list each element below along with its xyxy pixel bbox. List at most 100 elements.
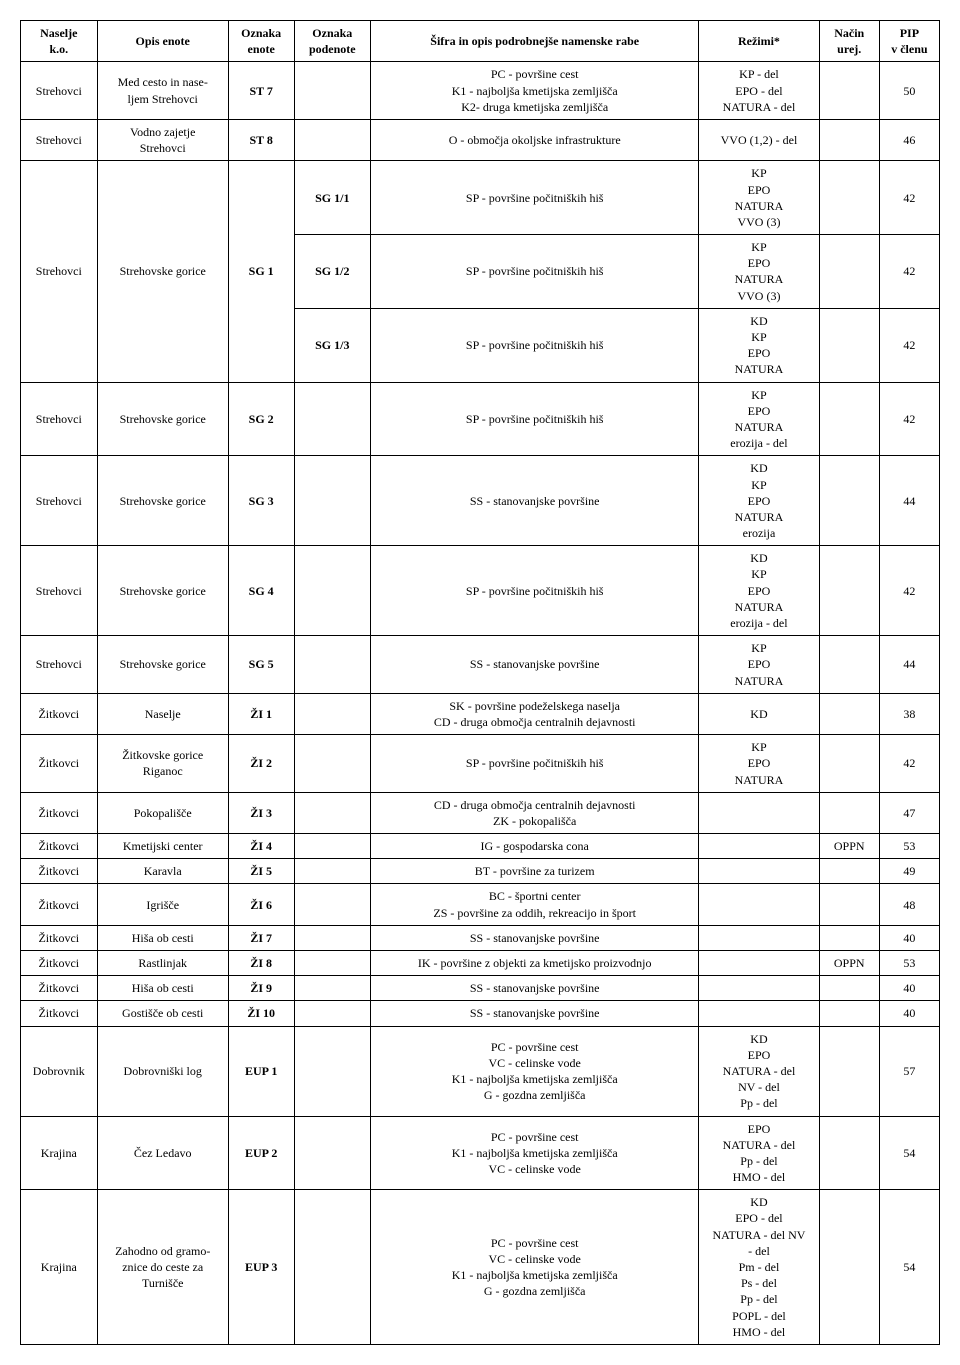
cell-rezimi: KD EPO NATURA - del NV - del Pp - del xyxy=(699,1026,819,1116)
cell-podenota xyxy=(294,735,371,793)
cell-rezimi: KD xyxy=(699,693,819,734)
cell-oznaka: EUP 1 xyxy=(228,1026,294,1116)
cell-rezimi: KD EPO - del NATURA - del NV - del Pm - … xyxy=(699,1190,819,1345)
cell-nacin xyxy=(819,976,879,1001)
table-row: ŽitkovciNaseljeŽI 1SK - površine podežel… xyxy=(21,693,940,734)
cell-oznaka: SG 1 xyxy=(228,161,294,382)
cell-opis: Strehovske gorice xyxy=(97,161,228,382)
cell-naselje: Žitkovci xyxy=(21,693,98,734)
cell-pip: 42 xyxy=(879,546,939,636)
cell-oznaka: ST 8 xyxy=(228,119,294,160)
cell-opis: Čez Ledavo xyxy=(97,1116,228,1190)
cell-podenota xyxy=(294,834,371,859)
cell-pip: 53 xyxy=(879,834,939,859)
cell-rezimi xyxy=(699,859,819,884)
cell-rezimi xyxy=(699,1001,819,1026)
cell-naselje: Strehovci xyxy=(21,546,98,636)
cell-podenota: SG 1/3 xyxy=(294,308,371,382)
cell-sifra: BC - športni center ZS - površine za odd… xyxy=(371,884,699,925)
cell-oznaka: ŽI 3 xyxy=(228,792,294,833)
cell-sifra: BT - površine za turizem xyxy=(371,859,699,884)
cell-pip: 42 xyxy=(879,308,939,382)
cell-oznaka: ST 7 xyxy=(228,62,294,120)
cell-naselje: Žitkovci xyxy=(21,976,98,1001)
cell-naselje: Žitkovci xyxy=(21,792,98,833)
cell-rezimi: KP EPO NATURA xyxy=(699,636,819,694)
cell-sifra: IG - gospodarska cona xyxy=(371,834,699,859)
cell-sifra: SS - stanovanjske površine xyxy=(371,456,699,546)
cell-sifra: SP - površine počitniških hiš xyxy=(371,735,699,793)
cell-sifra: PC - površine cest VC - celinske vode K1… xyxy=(371,1190,699,1345)
cell-sifra: SS - stanovanjske površine xyxy=(371,925,699,950)
cell-oznaka: SG 4 xyxy=(228,546,294,636)
cell-rezimi xyxy=(699,884,819,925)
cell-podenota xyxy=(294,62,371,120)
cell-podenota xyxy=(294,456,371,546)
header-pip: PIP v členu xyxy=(879,21,939,62)
cell-opis: Kmetijski center xyxy=(97,834,228,859)
cell-nacin xyxy=(819,1001,879,1026)
cell-naselje: Strehovci xyxy=(21,456,98,546)
cell-nacin xyxy=(819,735,879,793)
cell-opis: Rastlinjak xyxy=(97,951,228,976)
table-row: StrehovciVodno zajetje StrehovciST 8O - … xyxy=(21,119,940,160)
cell-oznaka: ŽI 1 xyxy=(228,693,294,734)
cell-podenota xyxy=(294,925,371,950)
cell-podenota xyxy=(294,792,371,833)
cell-oznaka: ŽI 5 xyxy=(228,859,294,884)
table-row: KrajinaZahodno od gramo- znice do ceste … xyxy=(21,1190,940,1345)
cell-podenota xyxy=(294,1116,371,1190)
cell-oznaka: ŽI 6 xyxy=(228,884,294,925)
cell-rezimi xyxy=(699,834,819,859)
cell-oznaka: SG 2 xyxy=(228,382,294,456)
cell-naselje: Žitkovci xyxy=(21,834,98,859)
cell-oznaka: ŽI 10 xyxy=(228,1001,294,1026)
cell-sifra: SS - stanovanjske površine xyxy=(371,636,699,694)
cell-oznaka: ŽI 2 xyxy=(228,735,294,793)
cell-pip: 48 xyxy=(879,884,939,925)
cell-pip: 44 xyxy=(879,636,939,694)
cell-sifra: SS - stanovanjske površine xyxy=(371,976,699,1001)
cell-rezimi: EPO NATURA - del Pp - del HMO - del xyxy=(699,1116,819,1190)
cell-naselje: Strehovci xyxy=(21,161,98,382)
cell-sifra: SP - površine počitniških hiš xyxy=(371,308,699,382)
cell-naselje: Žitkovci xyxy=(21,951,98,976)
cell-sifra: SK - površine podeželskega naselja CD - … xyxy=(371,693,699,734)
cell-oznaka: EUP 2 xyxy=(228,1116,294,1190)
table-row: ŽitkovciHiša ob cestiŽI 7SS - stanovanjs… xyxy=(21,925,940,950)
cell-pip: 40 xyxy=(879,976,939,1001)
cell-rezimi: KP EPO NATURA xyxy=(699,735,819,793)
cell-sifra: IK - površine z objekti za kmetijsko pro… xyxy=(371,951,699,976)
cell-nacin: OPPN xyxy=(819,951,879,976)
cell-rezimi: KP - del EPO - del NATURA - del xyxy=(699,62,819,120)
cell-opis: Strehovske gorice xyxy=(97,382,228,456)
cell-rezimi xyxy=(699,951,819,976)
table-body: StrehovciMed cesto in nase- ljem Strehov… xyxy=(21,62,940,1345)
cell-podenota xyxy=(294,1190,371,1345)
cell-podenota xyxy=(294,1026,371,1116)
cell-nacin xyxy=(819,235,879,309)
cell-pip: 42 xyxy=(879,735,939,793)
cell-opis: Dobrovniški log xyxy=(97,1026,228,1116)
cell-sifra: PC - površine cest VC - celinske vode K1… xyxy=(371,1026,699,1116)
cell-naselje: Krajina xyxy=(21,1190,98,1345)
cell-sifra: SS - stanovanjske površine xyxy=(371,1001,699,1026)
cell-podenota xyxy=(294,382,371,456)
cell-opis: Igrišče xyxy=(97,884,228,925)
header-sifra: Šifra in opis podrobnejše namenske rabe xyxy=(371,21,699,62)
table-row: KrajinaČez LedavoEUP 2PC - površine cest… xyxy=(21,1116,940,1190)
cell-podenota xyxy=(294,636,371,694)
cell-pip: 47 xyxy=(879,792,939,833)
cell-sifra: SP - površine počitniških hiš xyxy=(371,546,699,636)
cell-nacin xyxy=(819,884,879,925)
cell-podenota xyxy=(294,693,371,734)
cell-podenota xyxy=(294,951,371,976)
cell-oznaka: SG 3 xyxy=(228,456,294,546)
table-row: StrehovciStrehovske goriceSG 5SS - stano… xyxy=(21,636,940,694)
cell-oznaka: ŽI 9 xyxy=(228,976,294,1001)
cell-opis: Strehovske gorice xyxy=(97,636,228,694)
cell-sifra: SP - površine počitniških hiš xyxy=(371,382,699,456)
cell-rezimi: KP EPO NATURA erozija - del xyxy=(699,382,819,456)
cell-naselje: Krajina xyxy=(21,1116,98,1190)
cell-sifra: CD - druga območja centralnih dejavnosti… xyxy=(371,792,699,833)
